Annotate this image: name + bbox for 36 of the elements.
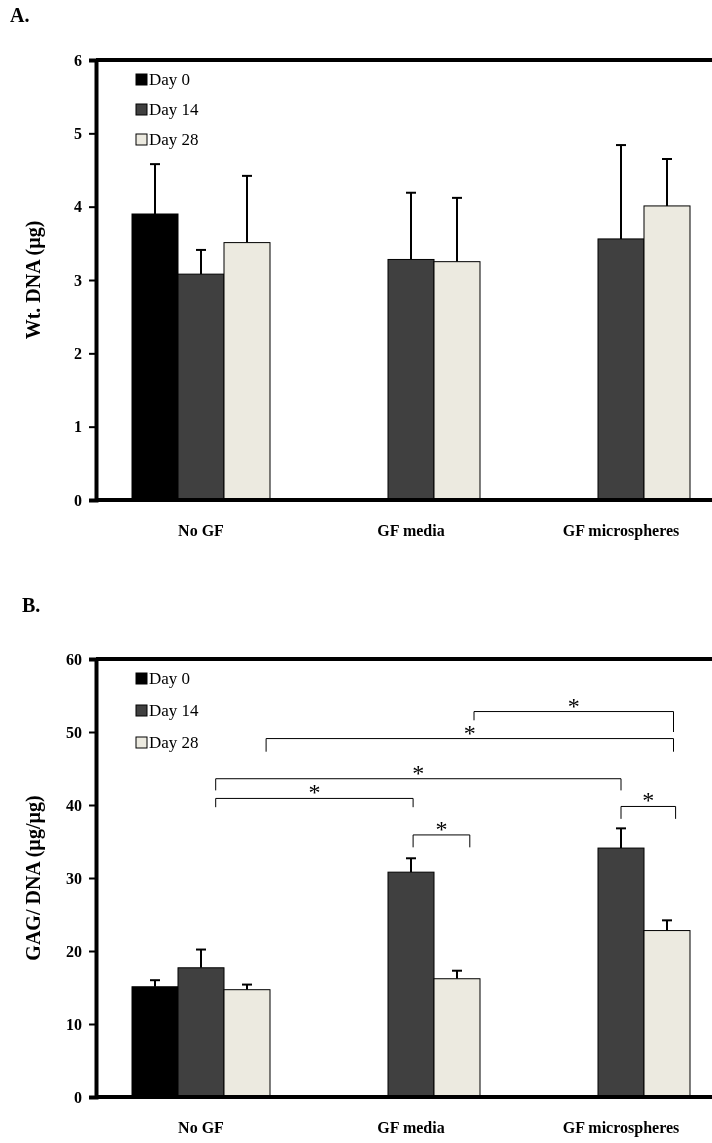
legend-label: Day 0 [149, 70, 191, 89]
annotation: * [463, 719, 476, 746]
annotation: * [435, 815, 448, 842]
y-tick-label: 30 [66, 869, 82, 887]
x-tick-label: No GF [178, 522, 225, 540]
annotation: * [308, 779, 321, 806]
y-tick-label: 1 [74, 418, 82, 436]
legend-label: Day 28 [149, 130, 199, 149]
x-tick-label: No GF [178, 1119, 225, 1137]
y-tick-label: 50 [66, 723, 82, 741]
y-tick-label: 20 [66, 942, 82, 960]
x-tick-label: GF media [377, 522, 445, 540]
y-tick-label: 60 [66, 650, 82, 668]
y-axis-title: Wt. DNA (µg) [22, 220, 45, 340]
chart-title: B. [22, 594, 41, 616]
legend-label: Day 14 [149, 100, 200, 119]
x-tick-label: GF media [377, 1119, 445, 1137]
annotation: * [567, 692, 580, 719]
y-tick-label: 0 [74, 491, 82, 509]
y-tick-label: 0 [74, 1088, 82, 1106]
x-tick-label: GF microspheres [562, 522, 680, 541]
y-tick-label: 2 [74, 344, 82, 362]
y-tick-label: 6 [74, 51, 82, 69]
legend-label: Day 14 [149, 701, 200, 720]
x-tick-label: GF microspheres [562, 1119, 680, 1138]
y-tick-label: 10 [66, 1015, 82, 1033]
y-tick-label: 5 [74, 124, 82, 142]
legend-label: Day 28 [149, 733, 199, 752]
annotation: * [412, 759, 425, 786]
y-tick-label: 4 [74, 198, 82, 216]
annotation: * [642, 787, 655, 814]
y-tick-label: 40 [66, 796, 82, 814]
y-tick-label: 3 [74, 271, 82, 289]
chart-title: A. [10, 4, 30, 26]
legend-label: Day 0 [149, 669, 191, 688]
y-axis-title: GAG/ DNA (µg/µg) [22, 795, 45, 961]
